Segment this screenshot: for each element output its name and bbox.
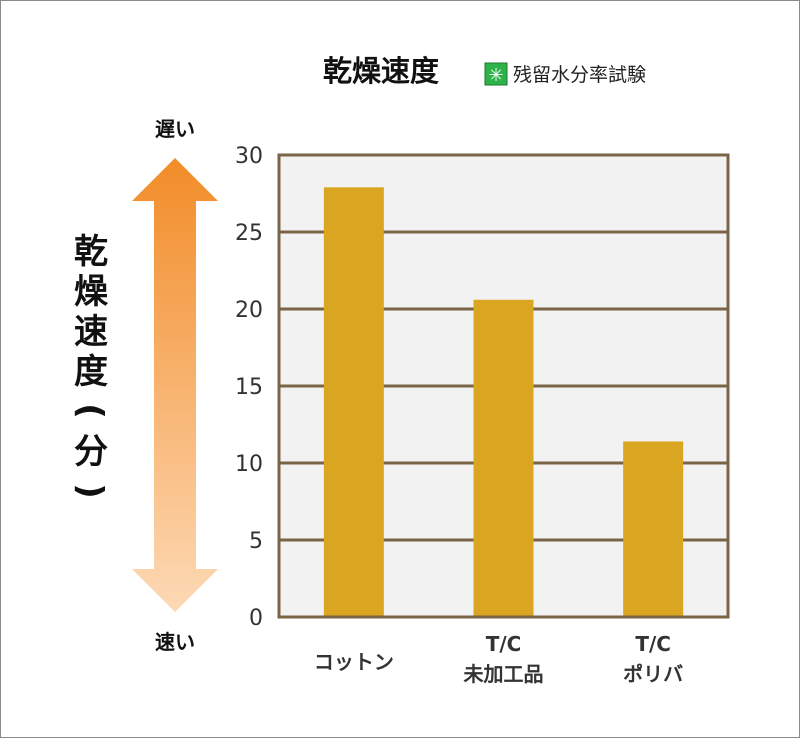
plot-border [277,153,730,619]
speed-arrow [132,158,218,612]
category-label: ポリバ [623,662,683,686]
y-axis-label-char: ) [70,483,110,499]
bar [323,187,384,617]
legend-label: 残留水分率試験 [513,64,646,86]
chart-title: 乾燥速度 [323,54,439,88]
y-axis-label: 乾燥速度 ( 分) [70,232,110,499]
y-axis-label-char: 分 [74,432,108,472]
y-tick-label: 15 [235,375,263,400]
y-axis-label-char: ( [70,403,110,419]
y-tick-label: 20 [235,298,263,323]
y-tick-labels: 0 5 10 15 20 25 30 [235,144,263,631]
y-tick-label: 25 [235,221,263,246]
arrow-bottom-label: 速い [155,630,195,654]
y-tick-label: 30 [235,144,263,169]
legend: ✳ 残留水分率試験 [484,62,646,86]
legend-marker [484,62,508,86]
category-label: コットン [314,650,394,674]
y-axis-label-char: 乾 [74,232,108,272]
category-label: T/C [486,632,522,656]
bar [623,441,684,617]
y-axis-label-char: 度 [74,352,108,392]
y-tick-label: 10 [235,452,263,477]
y-tick-label: 0 [249,606,263,631]
category-labels: コットン T/C 未加工品 T/C ポリバ [314,632,683,686]
bars [323,187,684,617]
y-tick-label: 5 [249,529,263,554]
legend-marker-icon: ✳ [488,65,503,86]
y-axis-label-char: 燥 [74,272,109,312]
bar [473,299,534,617]
category-label: T/C [635,632,671,656]
arrow-top-label: 遅い [155,117,195,141]
category-label: 未加工品 [464,662,544,686]
y-axis-label-char: 速 [74,312,108,352]
